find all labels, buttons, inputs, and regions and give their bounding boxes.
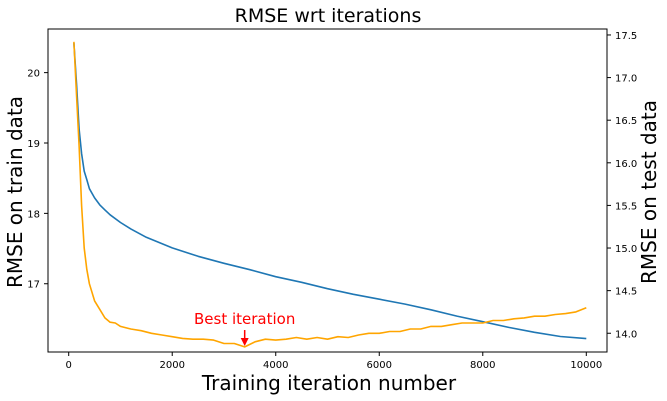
y-tick-label-right: 17.5 (615, 31, 637, 42)
test-rmse-line (73, 41, 587, 348)
plot-frame (47, 28, 608, 353)
x-tick-label: 0 (66, 360, 72, 371)
x-tick-label: 10000 (570, 360, 602, 371)
y-tick-label-right: 15.5 (615, 201, 637, 212)
y-tick-label-right: 17.0 (615, 74, 637, 85)
y-tick-label-right: 16.0 (615, 159, 637, 170)
train-rmse-line (73, 43, 587, 340)
y-axis-label-left: RMSE on train data (3, 96, 27, 288)
x-tick-label: 8000 (470, 360, 495, 371)
best-iteration-arrow-head (240, 338, 249, 347)
chart-title: RMSE wrt iterations (235, 5, 422, 27)
y-tick-label-left: 17 (27, 280, 40, 291)
y-axis-label-right: RMSE on test data (637, 100, 661, 284)
y-tick-label-left: 19 (27, 139, 40, 150)
y-tick-label-right: 15.0 (615, 244, 637, 255)
x-tick-label: 6000 (367, 360, 392, 371)
y-tick-label-left: 18 (27, 209, 40, 220)
y-tick-label-right: 14.5 (615, 287, 637, 298)
x-tick-label: 4000 (263, 360, 288, 371)
x-axis-label: Training iteration number (201, 371, 457, 395)
best-iteration-label: Best iteration (194, 310, 295, 328)
y-tick-label-right: 14.0 (615, 329, 637, 340)
x-tick-label: 2000 (159, 360, 184, 371)
y-tick-label-left: 20 (27, 69, 40, 80)
y-tick-label-right: 16.5 (615, 116, 637, 127)
